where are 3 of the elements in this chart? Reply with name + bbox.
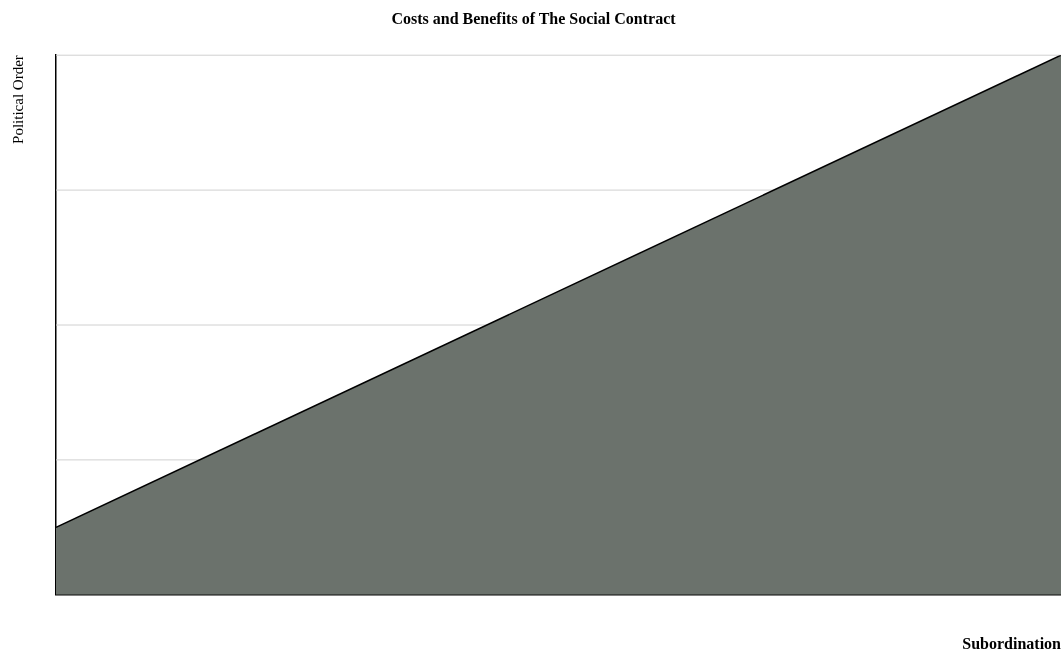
x-axis-title: Subordination xyxy=(962,634,1061,652)
chart-title: Costs and Benefits of The Social Contract xyxy=(391,9,677,27)
y-axis-title: Political Order xyxy=(9,55,26,144)
